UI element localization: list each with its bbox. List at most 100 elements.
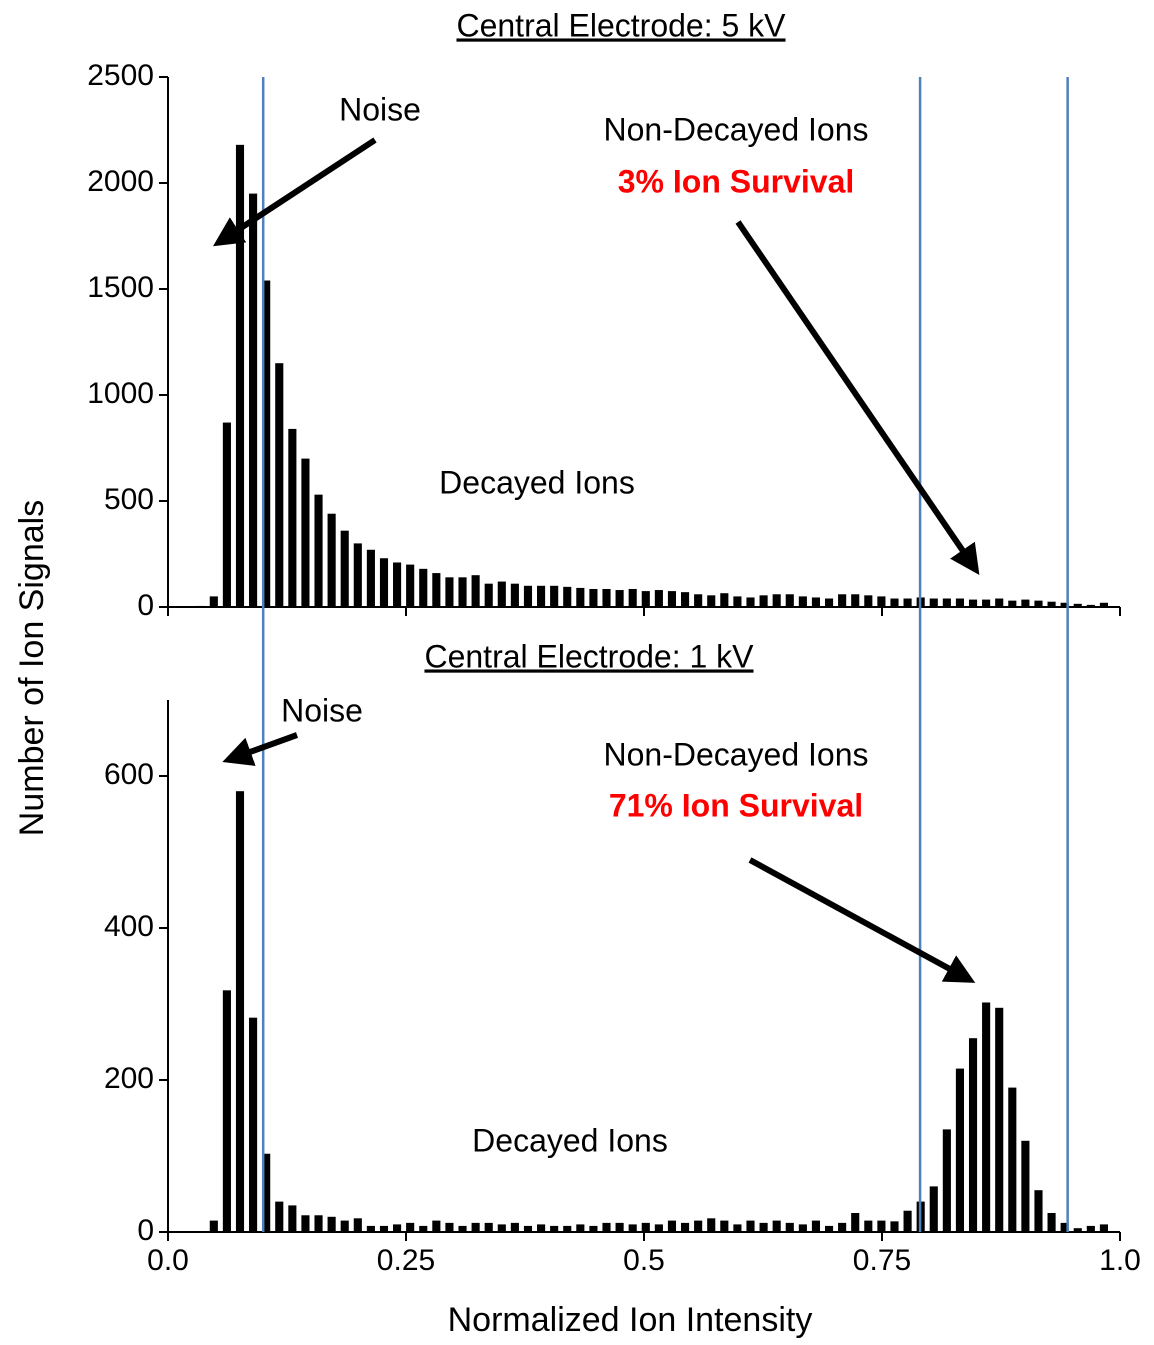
- bar: [249, 1017, 258, 1232]
- y-tick-label: 600: [104, 758, 154, 791]
- bar: [222, 990, 231, 1232]
- bar: [851, 594, 860, 607]
- bar: [327, 1216, 336, 1232]
- bar: [694, 1220, 703, 1232]
- bar: [641, 591, 650, 607]
- annotation: Decayed Ions: [472, 1122, 668, 1158]
- bar: [707, 1218, 716, 1232]
- bar: [733, 1224, 742, 1232]
- bar: [510, 1222, 519, 1232]
- bar: [235, 791, 245, 1232]
- bar: [393, 1224, 402, 1232]
- bar: [602, 588, 611, 607]
- bar: [798, 1224, 807, 1232]
- bar: [615, 1222, 624, 1232]
- bar: [720, 593, 729, 607]
- bar: [288, 428, 297, 607]
- bar: [1099, 1224, 1108, 1232]
- annotation: 71% Ion Survival: [609, 787, 863, 823]
- bar: [419, 568, 428, 607]
- bar: [929, 1186, 938, 1232]
- bar: [982, 1002, 991, 1232]
- bar: [772, 1220, 781, 1232]
- x-axis-label: Normalized Ion Intensity: [448, 1301, 813, 1339]
- bar: [680, 592, 690, 607]
- bar: [890, 1221, 899, 1232]
- bar: [903, 1210, 912, 1232]
- bar: [576, 587, 585, 607]
- bar: [785, 1222, 794, 1232]
- y-tick-label: 1500: [87, 271, 154, 304]
- x-tick-label: 0.75: [853, 1244, 911, 1277]
- bar: [772, 594, 781, 607]
- annotation-arrow: [212, 137, 377, 247]
- bar: [824, 1225, 834, 1232]
- bar: [877, 596, 886, 607]
- bar: [314, 1215, 323, 1232]
- bar: [1060, 1222, 1069, 1232]
- bar: [877, 1220, 886, 1232]
- bar: [445, 1222, 454, 1232]
- bar: [497, 581, 506, 607]
- bar: [903, 598, 912, 607]
- bar: [1021, 1140, 1030, 1232]
- bar: [785, 594, 794, 607]
- bar: [523, 1225, 533, 1232]
- bar: [602, 1222, 611, 1232]
- bar: [628, 1224, 637, 1232]
- bar: [458, 1225, 467, 1232]
- bar: [929, 598, 938, 607]
- annotation: Non-Decayed Ions: [603, 111, 868, 147]
- bar: [301, 1215, 310, 1232]
- bar: [537, 1224, 546, 1232]
- bar: [654, 1224, 663, 1232]
- bar: [262, 1153, 271, 1232]
- bar: [667, 591, 677, 607]
- bar: [1073, 603, 1082, 607]
- annotation: 3% Ion Survival: [618, 163, 855, 199]
- bar: [1086, 604, 1095, 607]
- bar: [379, 1225, 389, 1232]
- bar: [275, 363, 284, 607]
- bar: [563, 1225, 572, 1232]
- bar: [746, 1220, 755, 1232]
- bar: [340, 1220, 349, 1232]
- bar: [484, 1222, 493, 1232]
- annotation-arrow: [748, 857, 976, 983]
- bar: [340, 530, 349, 607]
- bar: [955, 598, 965, 607]
- annotation: Non-Decayed Ions: [603, 736, 868, 772]
- bar: [262, 280, 271, 607]
- bar: [301, 458, 310, 607]
- bar: [510, 583, 519, 607]
- bar: [798, 596, 807, 607]
- bar: [982, 599, 991, 607]
- bar: [353, 543, 362, 607]
- bar: [1008, 600, 1017, 607]
- y-tick-label: 1000: [87, 377, 154, 410]
- bar: [1073, 1228, 1082, 1232]
- bar: [667, 1220, 677, 1232]
- y-tick-label: 200: [104, 1062, 154, 1095]
- bar: [314, 494, 323, 607]
- bar: [811, 1220, 821, 1232]
- annotation: Noise: [339, 91, 421, 127]
- bar: [759, 1222, 768, 1232]
- bar: [497, 1224, 506, 1232]
- bar: [209, 596, 218, 607]
- bar: [864, 595, 873, 607]
- bar: [968, 1038, 978, 1232]
- bar: [563, 586, 572, 607]
- y-axis-label: Number of Ion Signals: [13, 500, 51, 836]
- bar: [523, 585, 533, 607]
- bar: [1034, 600, 1043, 607]
- bar: [759, 595, 768, 607]
- bar: [550, 1225, 559, 1232]
- bar: [288, 1205, 297, 1232]
- bar: [406, 1222, 415, 1232]
- bar: [942, 598, 951, 607]
- y-tick-label: 500: [104, 483, 154, 516]
- x-tick-label: 1.0: [1099, 1244, 1141, 1277]
- bar: [838, 594, 847, 607]
- bar: [484, 583, 493, 607]
